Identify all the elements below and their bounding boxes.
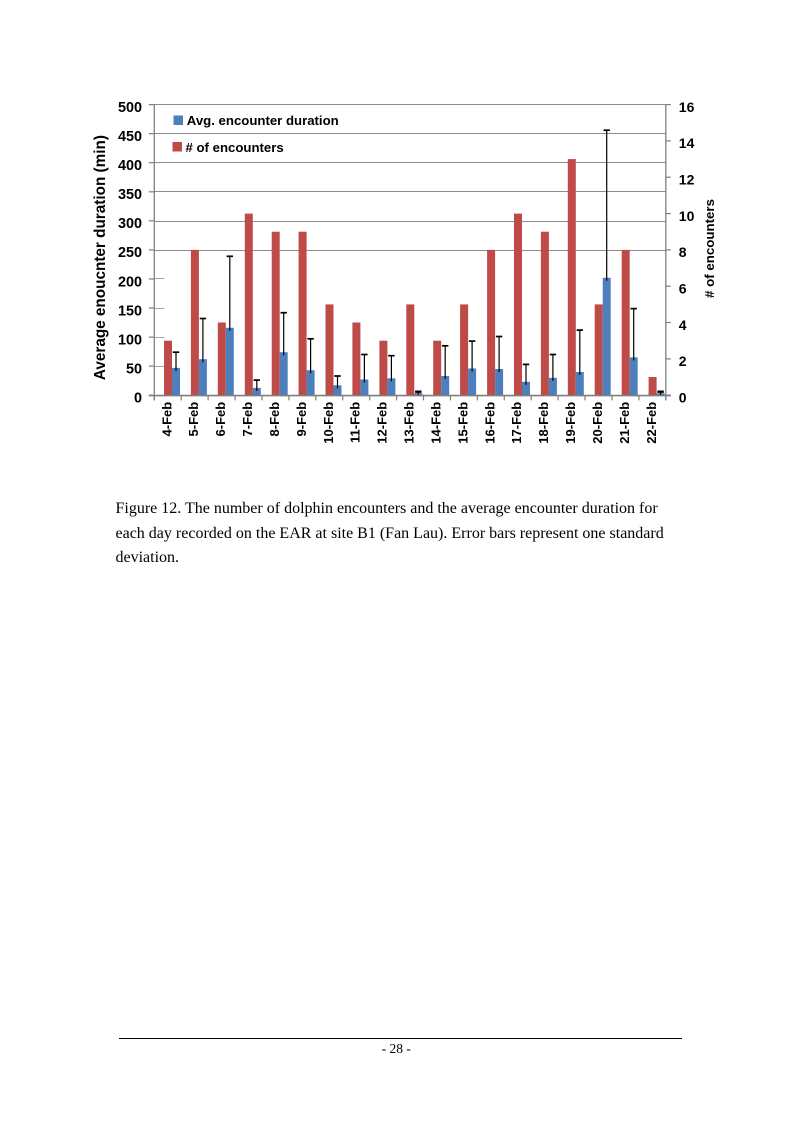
svg-text:6-Feb: 6-Feb: [213, 402, 228, 437]
svg-text:150: 150: [118, 303, 142, 319]
svg-text:400: 400: [118, 158, 142, 174]
svg-text:7-Feb: 7-Feb: [240, 402, 255, 437]
svg-text:4: 4: [679, 317, 687, 333]
svg-text:Average enoucnter duration (mi: Average enoucnter duration (min): [92, 135, 109, 380]
svg-text:250: 250: [118, 245, 142, 261]
svg-text:350: 350: [118, 187, 142, 203]
svg-text:14: 14: [679, 135, 695, 151]
svg-text:8-Feb: 8-Feb: [267, 402, 282, 437]
svg-text:12: 12: [679, 172, 695, 188]
svg-text:11-Feb: 11-Feb: [348, 402, 363, 443]
svg-text:22-Feb: 22-Feb: [644, 402, 659, 444]
svg-text:12-Feb: 12-Feb: [375, 402, 390, 444]
svg-text:9-Feb: 9-Feb: [294, 402, 309, 437]
svg-text:16-Feb: 16-Feb: [482, 402, 497, 444]
svg-text:300: 300: [118, 216, 142, 232]
svg-text:0: 0: [134, 391, 142, 407]
svg-text:4-Feb: 4-Feb: [159, 402, 174, 437]
svg-text:16: 16: [679, 99, 695, 115]
svg-text:0: 0: [679, 390, 687, 406]
svg-text:Avg. encounter duration: Avg. encounter duration: [187, 113, 339, 128]
svg-text:17-Feb: 17-Feb: [509, 402, 524, 444]
svg-text:20-Feb: 20-Feb: [590, 402, 605, 444]
svg-text:50: 50: [126, 361, 142, 377]
svg-text:15-Feb: 15-Feb: [455, 402, 470, 444]
svg-text:500: 500: [118, 100, 142, 116]
svg-text:14-Feb: 14-Feb: [429, 402, 444, 444]
svg-text:10-Feb: 10-Feb: [321, 402, 336, 444]
svg-text:5-Feb: 5-Feb: [186, 402, 201, 437]
svg-text:2: 2: [679, 353, 687, 369]
svg-text:8: 8: [679, 244, 687, 260]
svg-text:18-Feb: 18-Feb: [536, 402, 551, 444]
svg-text:200: 200: [118, 274, 142, 290]
svg-text:13-Feb: 13-Feb: [402, 402, 417, 444]
svg-text:21-Feb: 21-Feb: [617, 402, 632, 444]
svg-text:100: 100: [118, 332, 142, 348]
svg-text:19-Feb: 19-Feb: [563, 402, 578, 444]
svg-text:# of encounters: # of encounters: [702, 199, 717, 298]
svg-text:450: 450: [118, 129, 142, 145]
svg-text:# of encounters: # of encounters: [186, 140, 284, 155]
svg-text:10: 10: [679, 208, 695, 224]
svg-text:6: 6: [679, 281, 687, 297]
